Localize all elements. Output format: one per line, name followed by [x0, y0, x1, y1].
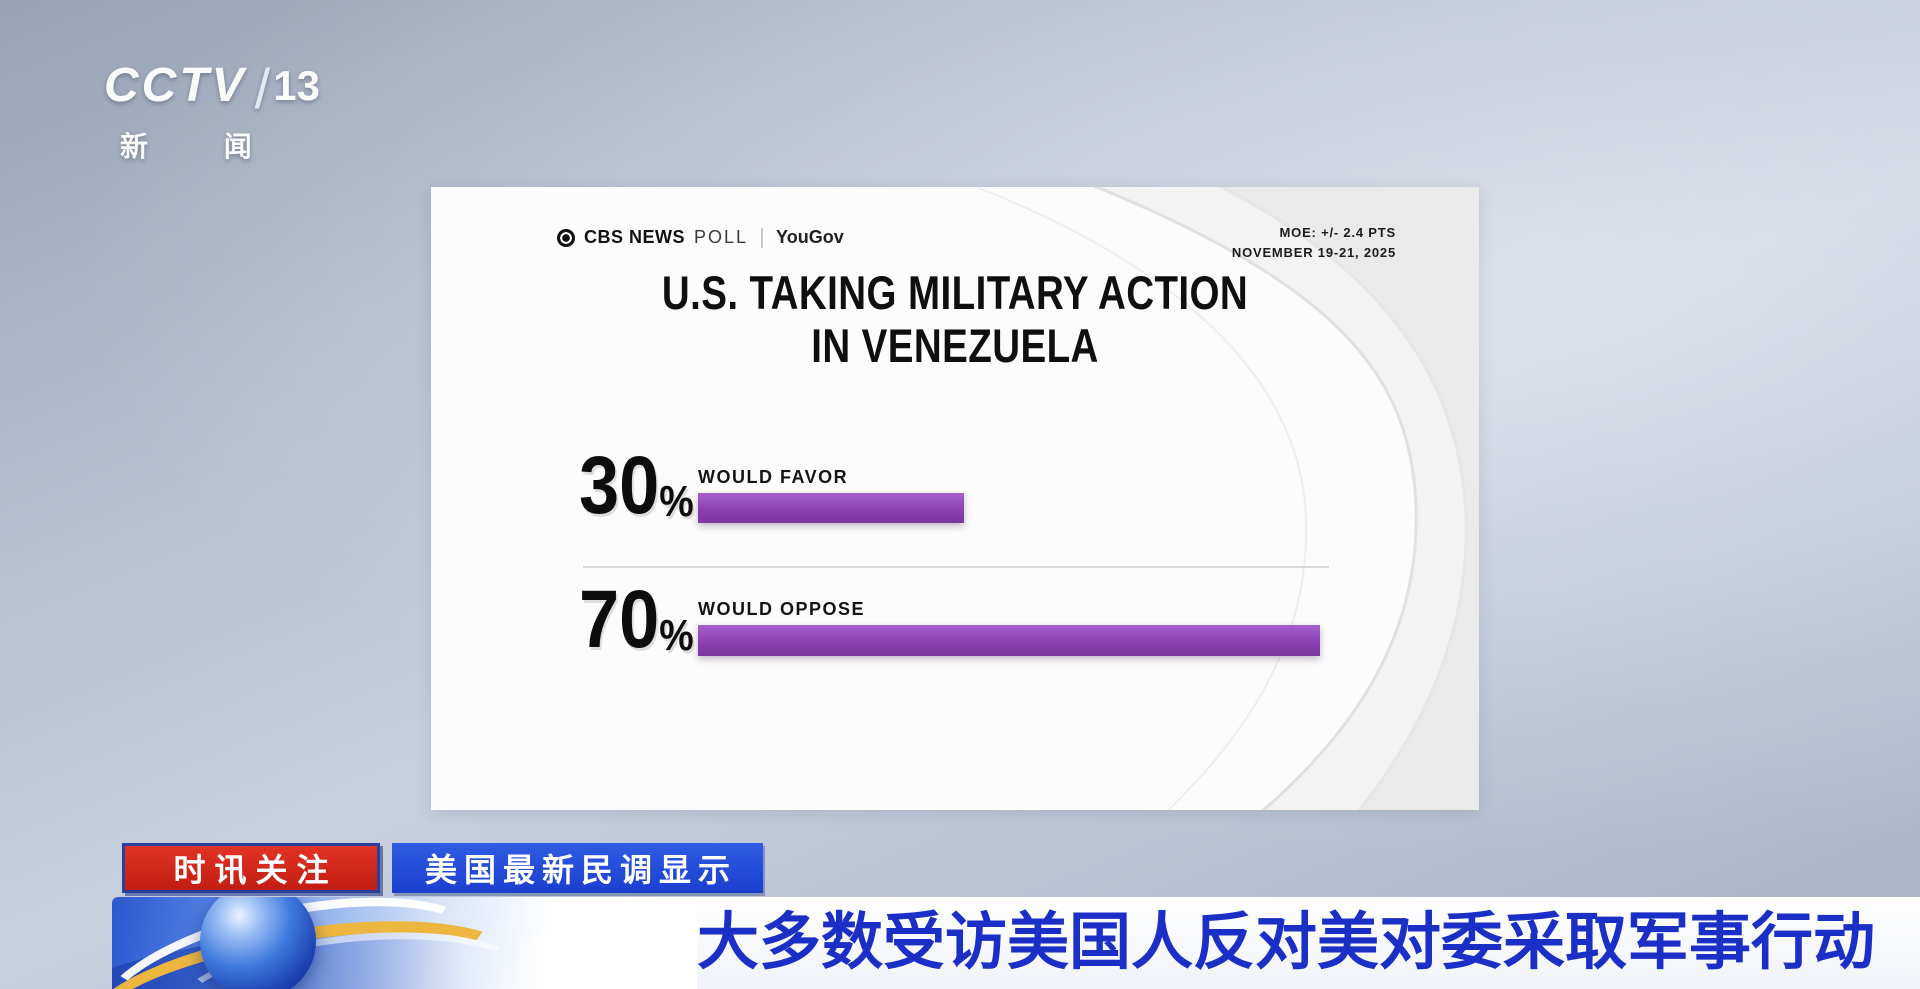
topic-badge: 时讯关注 [122, 843, 380, 893]
source-poll-label: POLL [694, 227, 749, 247]
favor-value: 30 % [579, 445, 694, 527]
oppose-value: 70 % [579, 579, 694, 661]
channel-name: CCTV [104, 59, 247, 112]
channel-number: 13 [273, 62, 320, 109]
channel-subtitle: 新 闻 [120, 131, 286, 163]
rows-divider [583, 566, 1329, 568]
favor-bar [698, 493, 965, 523]
oppose-value-number: 70 [579, 574, 660, 665]
poll-meta: MOE: +/- 2.4 PTS NOVEMBER 19-21, 2025 [1232, 223, 1396, 263]
news-headline: 大多数受访美国人反对美对委采取军事行动 [697, 908, 1876, 977]
globe-icon [200, 897, 316, 989]
poll-title-line2: IN VENEZUELA [811, 318, 1099, 372]
oppose-label: WOULD OPPOSE [698, 599, 866, 619]
favor-label: WOULD FAVOR [698, 467, 849, 487]
source-divider [761, 227, 764, 248]
cbs-eye-icon [557, 228, 575, 247]
globe-ornament [112, 897, 697, 989]
favor-value-number: 30 [579, 440, 660, 531]
channel-logo-row: CCTV / 13 [104, 57, 320, 120]
oppose-value-percent-sign: % [659, 611, 694, 660]
channel-logo: CCTV / 13 新 闻 [104, 57, 320, 165]
headline-strip: 大多数受访美国人反对美对委采取军事行动 [112, 897, 1920, 989]
source-yougov: YouGov [776, 227, 844, 247]
favor-bar-track [698, 493, 1479, 523]
poll-moe: MOE: +/- 2.4 PTS [1279, 225, 1396, 240]
channel-separator: / [254, 57, 271, 120]
subtopic-badge: 美国最新民调显示 [392, 843, 764, 893]
poll-title: U.S. TAKING MILITARY ACTION IN VENEZUELA [525, 266, 1384, 372]
favor-value-percent-sign: % [659, 477, 694, 526]
oppose-bar [698, 625, 1320, 656]
poll-source: CBS NEWS POLL YouGov [557, 227, 844, 248]
oppose-bar-track [698, 625, 1479, 656]
source-cbs-news: CBS NEWS [584, 227, 686, 247]
poll-title-line1: U.S. TAKING MILITARY ACTION [661, 266, 1249, 319]
poll-card: CBS NEWS POLL YouGov MOE: +/- 2.4 PTS NO… [431, 187, 1479, 810]
card-swoosh-background [431, 187, 1479, 810]
poll-date-range: NOVEMBER 19-21, 2025 [1231, 245, 1396, 261]
